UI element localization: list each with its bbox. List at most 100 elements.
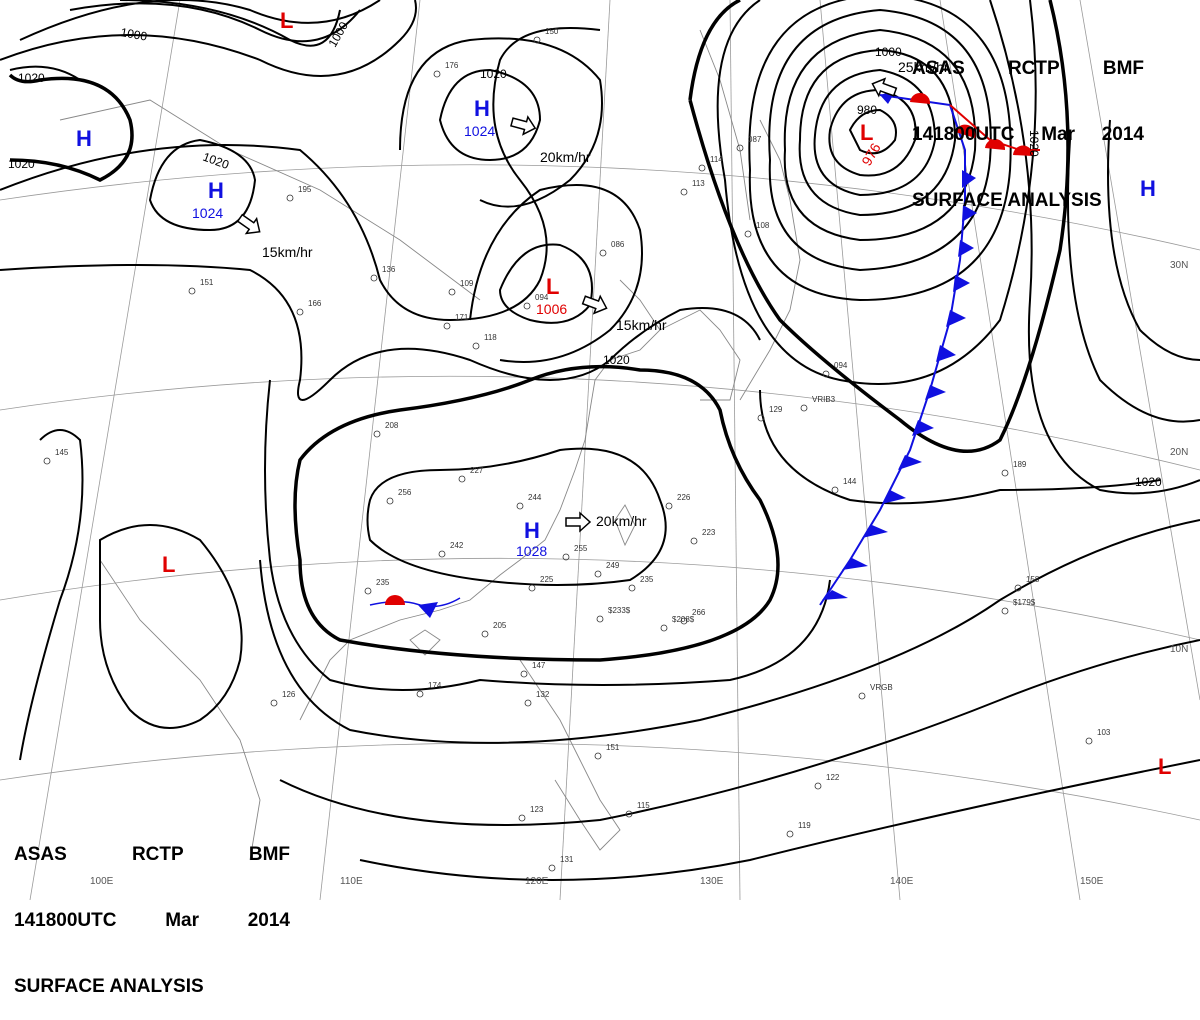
chart-title-block-top: ASAS RCTP BMF 141800UTC Mar 2014 SURFACE ANA… — [912, 14, 1144, 234]
graticule — [0, 0, 1200, 900]
isobar — [264, 379, 831, 691]
latitude-label: 10N — [1170, 644, 1188, 655]
station-plot: 176 — [433, 61, 459, 78]
station-plot: 174 — [416, 681, 442, 698]
semicircle-icon — [985, 138, 1006, 150]
korea-coast — [659, 309, 741, 401]
semicircle-icon — [955, 124, 976, 138]
station-code: RCTP — [131, 844, 184, 865]
hollow-arrow-icon — [581, 294, 608, 315]
parallel-line — [0, 557, 1200, 641]
station-value: 208 — [385, 421, 399, 430]
station-value: $208$ — [672, 615, 695, 624]
station-plot: 226 — [665, 493, 691, 510]
isobar — [359, 759, 1200, 881]
station-circle-icon — [1085, 737, 1093, 745]
triangle-icon — [925, 385, 946, 400]
station-circle-icon — [594, 752, 602, 760]
station-circle-icon — [188, 287, 196, 295]
station-value: 147 — [532, 661, 546, 670]
isobar — [8, 73, 134, 182]
station-circle-icon — [786, 830, 794, 838]
triangle-icon — [418, 602, 438, 618]
station-value: 109 — [460, 279, 474, 288]
station-value: 205 — [493, 621, 507, 630]
isobar-label: 1020 — [603, 353, 630, 367]
parallel-line — [0, 742, 1200, 821]
isobar-label: 1020 — [8, 157, 35, 171]
low-center-letter: L — [860, 120, 873, 145]
latitude-label: 30N — [1170, 260, 1188, 271]
station-circle-icon — [448, 288, 456, 296]
station-plot: 195 — [286, 185, 312, 202]
station-plot: 227 — [458, 466, 484, 483]
station-circle-icon — [370, 274, 378, 282]
station-plot: 115 — [625, 801, 650, 818]
low-center-letter: L — [546, 274, 559, 299]
station-plot: 114 — [698, 155, 723, 172]
station-plot: 119 — [786, 821, 811, 838]
motion-speed-label: 25km/hr — [898, 59, 949, 75]
isobar — [716, 0, 1037, 385]
isobar — [688, 0, 1070, 453]
isobar — [989, 0, 1200, 495]
triangle-icon — [842, 558, 868, 570]
hollow-arrow-icon — [510, 115, 537, 136]
triangle-icon — [862, 525, 888, 538]
station-plot: 208 — [373, 421, 399, 438]
isobar — [768, 8, 992, 272]
station-circle-icon — [744, 230, 752, 238]
station-circle-icon — [533, 36, 541, 44]
station-plot: 108 — [744, 221, 770, 238]
station-value: 195 — [298, 185, 312, 194]
isobar — [0, 0, 417, 77]
station-value: 086 — [611, 240, 625, 249]
coastlines — [59, 29, 801, 861]
station-value: 227 — [470, 466, 484, 475]
station-value: 131 — [560, 855, 574, 864]
isobar — [0, 264, 761, 401]
office-code: BMF — [248, 844, 290, 865]
station-plot: 205 — [481, 621, 507, 638]
station-plot: 131 — [548, 855, 574, 872]
station-value: VRGB — [870, 683, 893, 692]
isobar — [19, 0, 381, 41]
chart-title-block-bottom: ASAS RCTP BMF 141800UTC Mar 2014 SURFACE ANA… — [14, 800, 290, 1020]
high-center-letter: H — [76, 126, 92, 151]
china-coast — [299, 279, 661, 721]
station-circle-icon — [1001, 607, 1009, 615]
station-circle-icon — [680, 188, 688, 196]
station-plot: 151 — [188, 278, 214, 295]
station-circle-icon — [43, 457, 51, 465]
station-plot: 151 — [594, 743, 620, 760]
triangle-icon — [962, 170, 976, 188]
station-plot: 171 — [443, 313, 469, 330]
isobar-label: 1000 — [875, 45, 902, 59]
station-value: 113 — [692, 179, 705, 188]
isobar — [366, 447, 667, 586]
analysis-month: Mar — [1041, 124, 1075, 145]
analysis-year: 2014 — [1101, 124, 1144, 145]
station-plot: 103 — [1085, 728, 1111, 745]
surface-analysis-map: 1020 1000 1000 1020 1020 1020 1020 1020 … — [0, 0, 1200, 900]
longitude-label: 100E — [90, 876, 114, 887]
station-circle-icon — [296, 308, 304, 316]
station-plot: 256 — [386, 488, 412, 505]
triangle-icon — [882, 490, 906, 504]
meridian-line — [319, 0, 421, 900]
isobar — [759, 389, 1161, 505]
isobar — [293, 364, 780, 662]
station-circle-icon — [800, 404, 808, 412]
station-circle-icon — [270, 699, 278, 707]
station-value: 171 — [455, 313, 469, 322]
station-plot: 123 — [518, 805, 544, 822]
low-center-letter: L — [162, 552, 175, 577]
station-plot: 087 — [736, 135, 762, 152]
fronts — [369, 90, 1040, 618]
station-circle-icon — [596, 615, 604, 623]
isobar — [259, 519, 1200, 744]
parallel-line — [0, 164, 1200, 251]
station-code: RCTP — [1007, 58, 1060, 79]
japan-coast — [739, 119, 801, 401]
station-plot: $179$ — [1001, 598, 1036, 615]
